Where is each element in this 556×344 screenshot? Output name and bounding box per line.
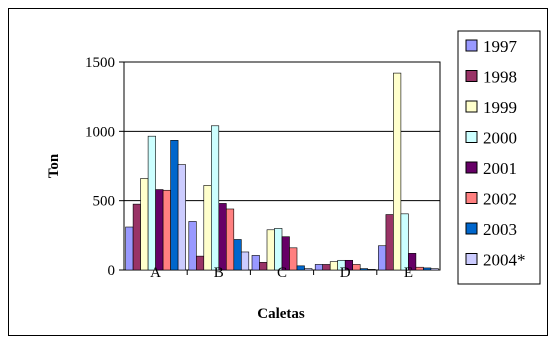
bar [359,268,369,271]
bar [132,203,141,271]
legend-swatch [465,131,478,143]
legend-items: 1997 1998 1999 2000 2001 2002 2003 2004* [465,37,526,270]
legend-label: 1997 [483,37,518,56]
bar [162,189,171,271]
y-tick-label: 500 [93,194,116,210]
bar [296,265,305,271]
bar [352,264,361,271]
bar [304,268,313,271]
legend-label: 1998 [483,68,517,87]
x-tick-label: C [277,265,287,281]
bar [314,264,324,271]
legend-label: 1999 [483,98,517,117]
bar [408,253,417,271]
bar [415,266,424,271]
bar [155,189,164,271]
y-tick-label: 1000 [85,124,115,140]
bar [125,226,134,271]
bar [203,185,212,271]
legend-label: 2000 [483,129,517,148]
bar [329,261,339,271]
bar [147,135,156,271]
bar [266,229,275,271]
x-axis: A B C D E [150,265,413,281]
legend-label: 2004* [483,251,526,270]
bars [125,72,439,271]
bar [393,72,402,271]
legend-swatch [465,39,478,52]
bar [226,208,235,271]
x-tick-label: E [404,265,413,281]
legend-label: 2001 [483,159,517,178]
bar [233,239,242,271]
bar [140,178,149,271]
bar [274,228,283,271]
bar [423,267,432,271]
legend-label: 2003 [483,220,517,239]
legend-swatch [465,192,478,204]
bar [367,269,376,271]
bar [241,251,250,271]
x-tick-label: B [214,265,224,281]
y-tick-label: 0 [108,263,116,279]
bar [400,213,409,271]
bar [289,247,298,271]
bar [177,164,186,271]
legend-swatch [465,100,478,113]
bar [188,221,197,271]
bar [378,245,387,271]
bar [251,255,260,271]
bar [322,264,331,271]
y-tick-label: 1500 [85,55,115,71]
legend-swatch [465,161,478,174]
bar [218,203,227,271]
x-tick-label: A [150,265,161,281]
bar [170,140,179,271]
y-axis-title: Ton [46,153,62,178]
y-axis: 0 500 1000 1500 [85,55,124,279]
bar [259,262,268,271]
bar [385,214,394,271]
legend-swatch [465,222,478,235]
legend-label: 2002 [483,190,517,209]
legend-swatch [465,253,478,265]
bar [211,125,220,271]
bar [430,268,439,271]
x-axis-title: Caletas [257,306,305,322]
legend-swatch [465,70,478,82]
x-tick-label: D [340,265,351,281]
bar [196,255,205,271]
